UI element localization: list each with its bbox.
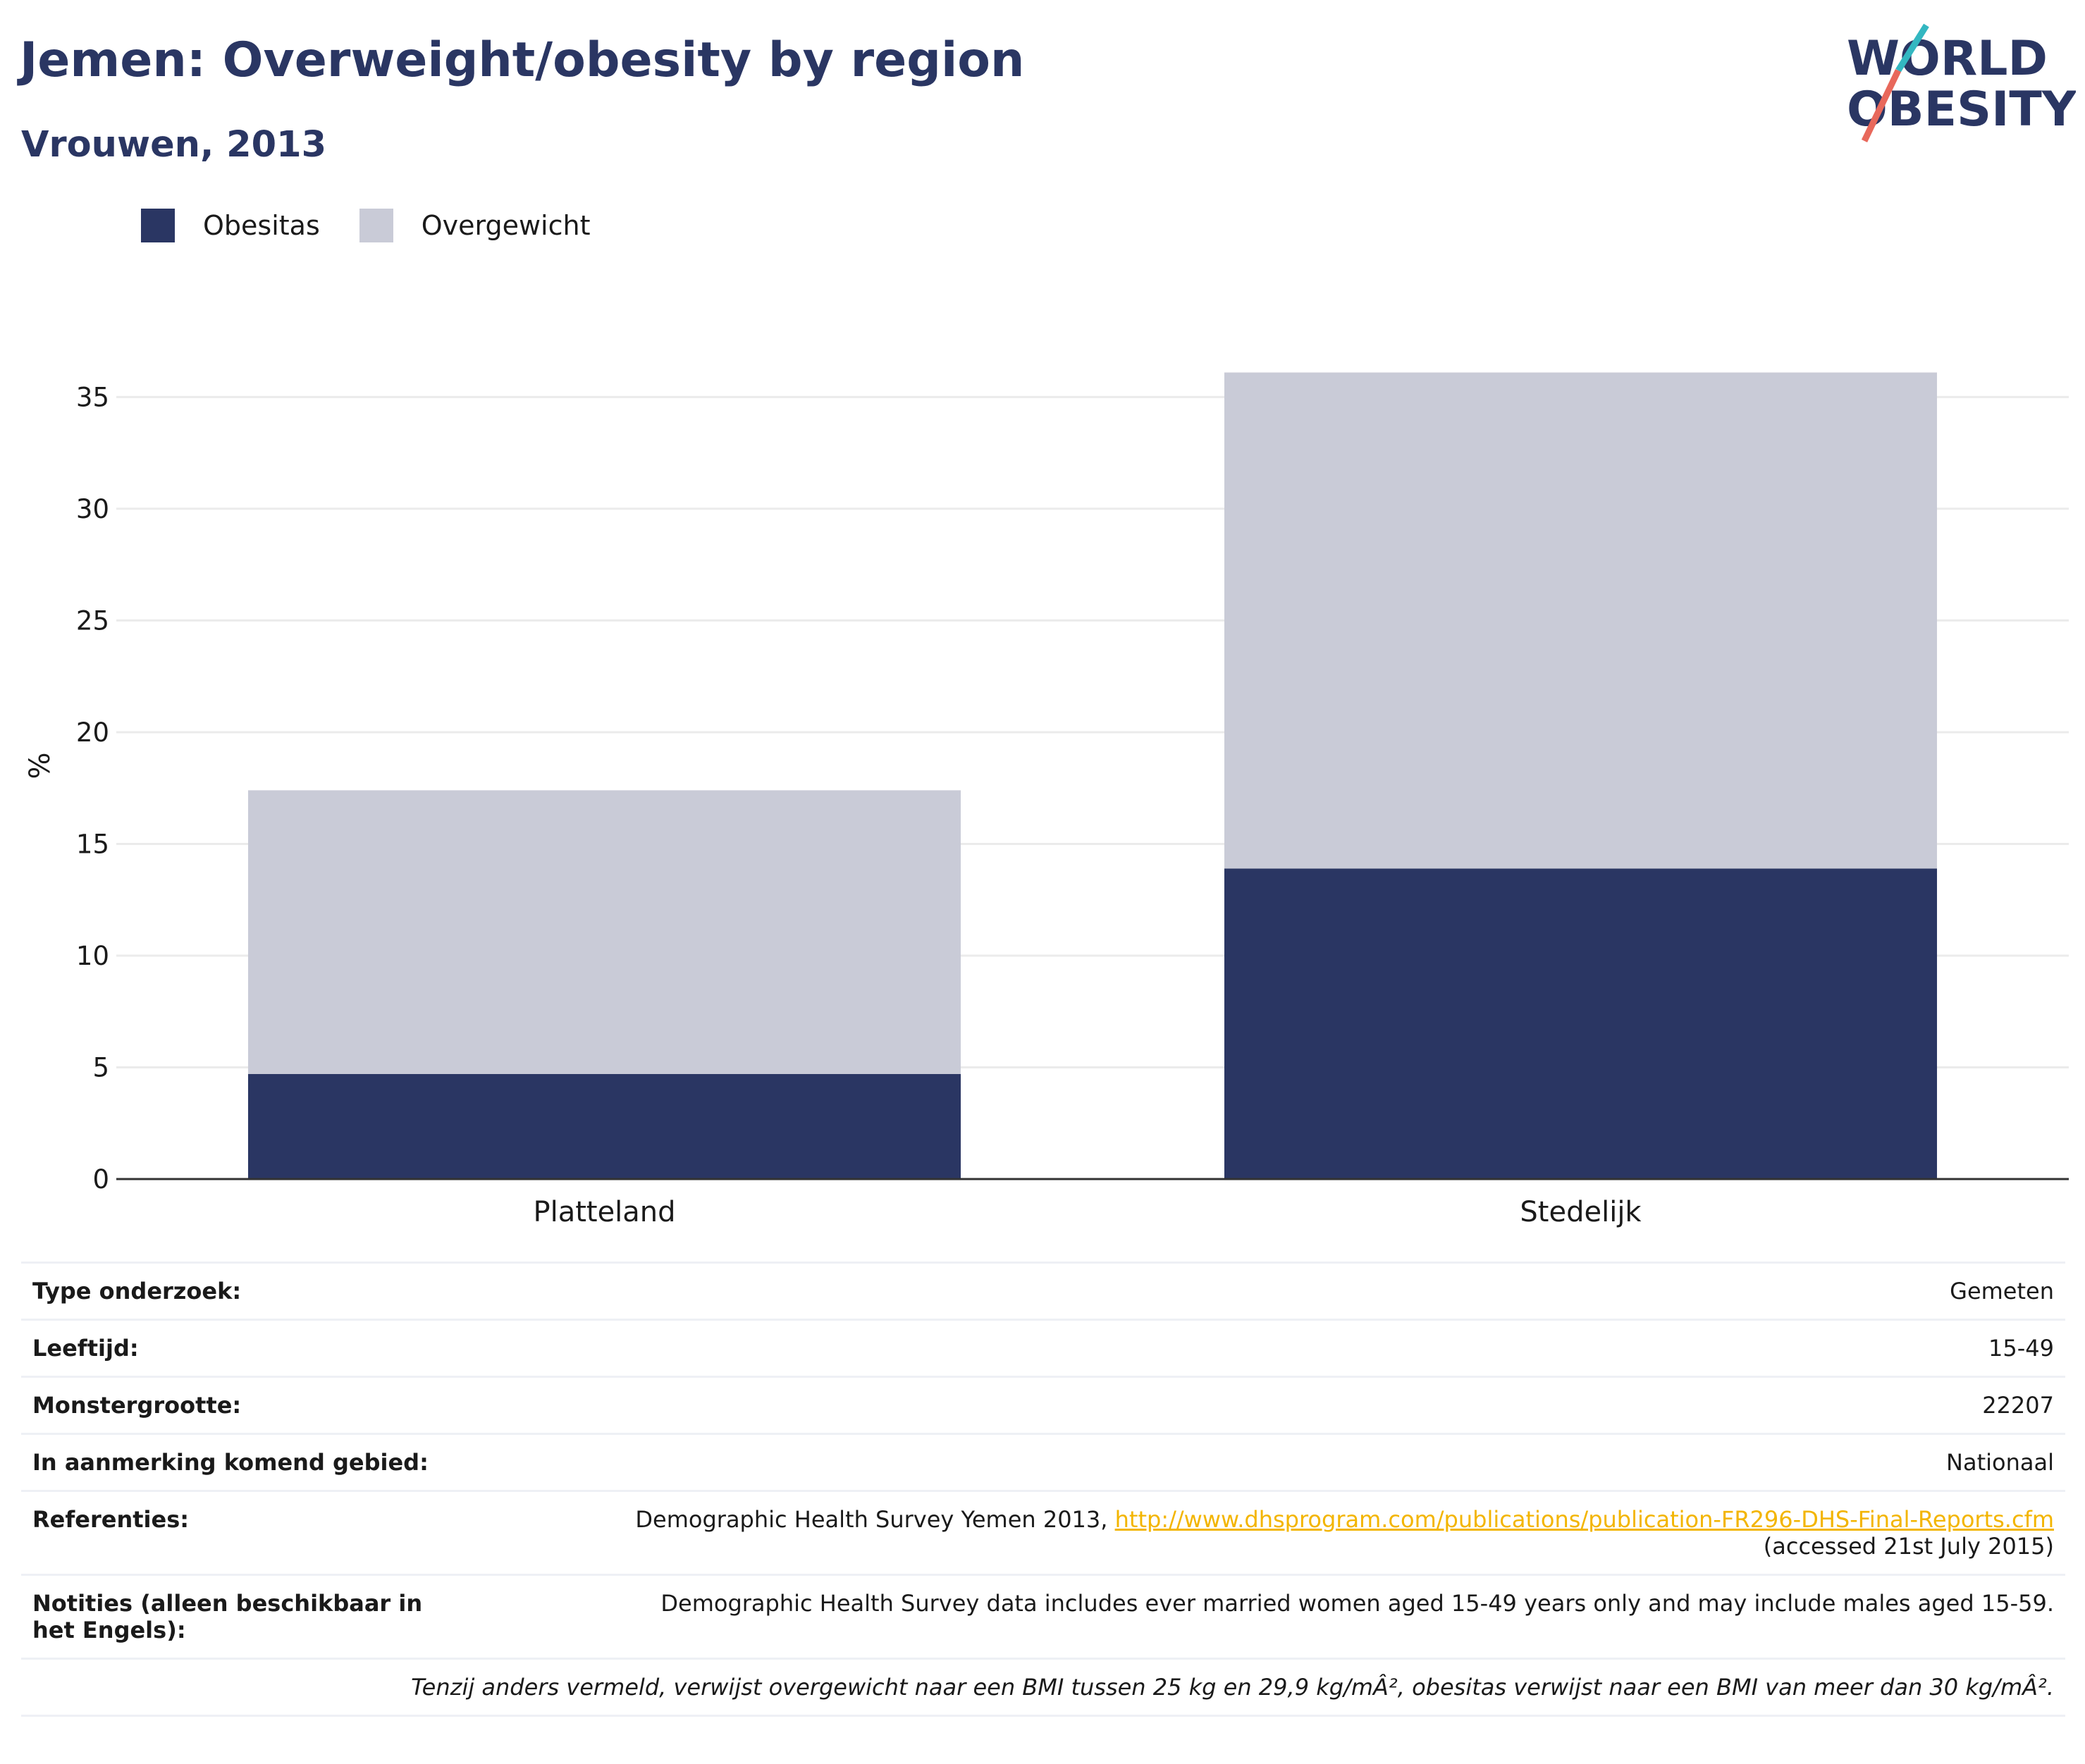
legend-swatch-obesitas <box>141 209 175 242</box>
bar-obesitas-stedelijk <box>1224 868 1938 1179</box>
legend-label-overgewicht: Overgewicht <box>421 210 591 241</box>
info-label: Notities (alleen beschikbaar in het Enge… <box>21 1574 467 1659</box>
y-tick-label: 30 <box>76 494 109 524</box>
info-row-survey-type: Type onderzoek: Gemeten <box>21 1262 2065 1320</box>
info-row-references: Referenties: Demographic Health Survey Y… <box>21 1490 2065 1575</box>
logo-slash-teal <box>1895 23 1929 73</box>
chart-title: Jemen: Overweight/obesity by region <box>20 32 1025 88</box>
reference-accessed: (accessed 21st July 2015) <box>1763 1533 2054 1560</box>
bar-overgewicht-platteland <box>247 790 961 1074</box>
info-label: Monstergrootte: <box>21 1376 467 1434</box>
info-row-notes: Notities (alleen beschikbaar in het Enge… <box>21 1574 2065 1659</box>
info-value: 15-49 <box>467 1319 2065 1377</box>
x-tick-label: Stedelijk <box>1520 1196 1642 1228</box>
info-value-references: Demographic Health Survey Yemen 2013, ht… <box>467 1490 2065 1575</box>
logo-line1: WORLD <box>1847 31 2048 87</box>
bar-obesitas-platteland <box>247 1073 961 1179</box>
y-tick-label: 35 <box>76 382 109 412</box>
info-row-area: In aanmerking komend gebied: Nationaal <box>21 1433 2065 1491</box>
x-tick-label: Platteland <box>533 1196 675 1228</box>
reference-text: Demographic Health Survey Yemen 2013, <box>635 1506 1115 1533</box>
info-table: Type onderzoek: Gemeten Leeftijd: 15-49 … <box>21 1262 2065 1717</box>
bar-chart: 0 5 10 15 20 25 30 35% Platteland Stedelijk <box>24 372 2069 1228</box>
info-value: 22207 <box>467 1376 2065 1434</box>
legend-item-obesitas[interactable]: Obesitas <box>141 209 320 242</box>
info-label: In aanmerking komend gebied: <box>21 1433 467 1491</box>
info-value: Gemeten <box>467 1262 2065 1320</box>
y-tick-label: 5 <box>92 1052 109 1083</box>
reference-link[interactable]: http://www.dhsprogram.com/publications/p… <box>1114 1506 2054 1533</box>
y-tick-label: 0 <box>92 1164 109 1195</box>
legend-item-overgewicht[interactable]: Overgewicht <box>359 209 591 242</box>
info-label: Leeftijd: <box>21 1319 467 1377</box>
bar-overgewicht-stedelijk <box>1224 372 1938 869</box>
y-tick-label: 20 <box>76 717 109 748</box>
legend-label-obesitas: Obesitas <box>203 210 320 241</box>
info-value: Nationaal <box>467 1433 2065 1491</box>
info-label: Referenties: <box>21 1490 467 1575</box>
y-tick-label: 15 <box>76 829 109 859</box>
y-axis-label: % <box>24 752 56 779</box>
y-tick-label: 25 <box>76 605 109 636</box>
info-row-sample: Monstergrootte: 22207 <box>21 1376 2065 1434</box>
legend-swatch-overgewicht <box>359 209 393 242</box>
world-obesity-logo: WORLD OBESITY <box>1847 23 2076 142</box>
info-row-age: Leeftijd: 15-49 <box>21 1319 2065 1377</box>
chart-legend: Obesitas Overgewicht <box>141 209 630 242</box>
logo-slash-red <box>1861 69 1902 142</box>
info-value: Demographic Health Survey data includes … <box>467 1574 2065 1659</box>
info-label: Type onderzoek: <box>21 1262 467 1320</box>
footnote: Tenzij anders vermeld, verwijst overgewi… <box>21 1658 2065 1717</box>
chart-subtitle: Vrouwen, 2013 <box>21 124 327 166</box>
y-tick-label: 10 <box>76 941 109 971</box>
info-row-footnote: Tenzij anders vermeld, verwijst overgewi… <box>21 1658 2065 1717</box>
